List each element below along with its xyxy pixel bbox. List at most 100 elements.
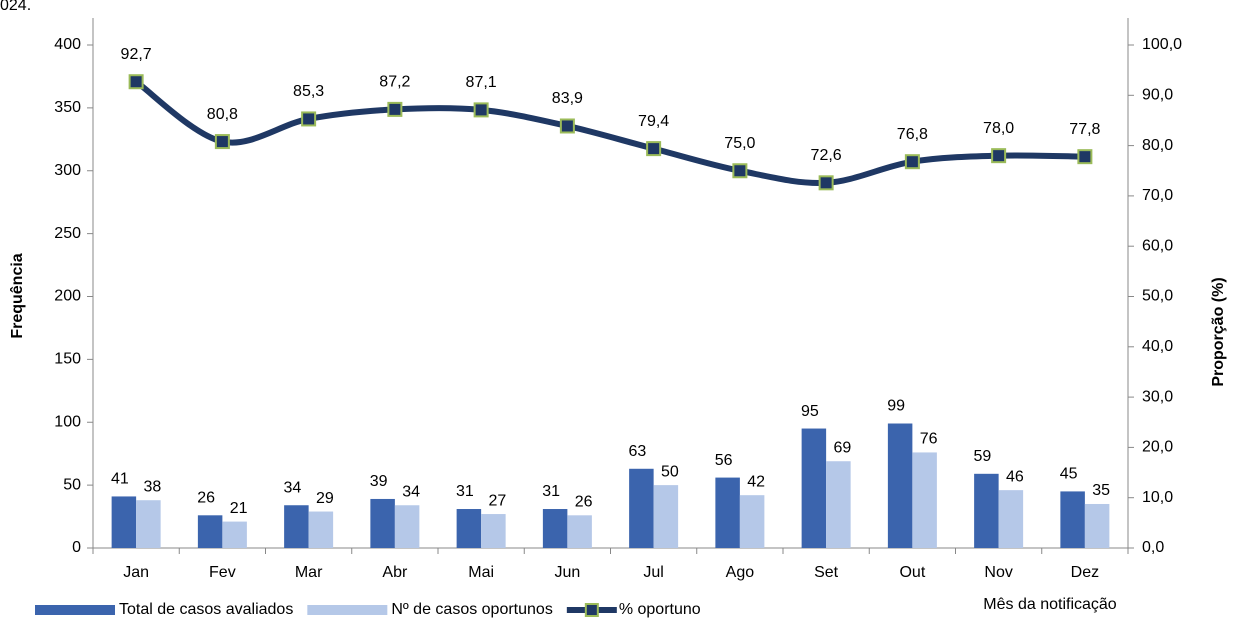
line-marker bbox=[991, 148, 1007, 164]
y-tick-label: 0 bbox=[72, 539, 81, 556]
bar bbox=[370, 498, 395, 548]
y2-tick-label: 20,0 bbox=[1142, 439, 1173, 456]
bar bbox=[739, 495, 765, 548]
bar-value-label: 35 bbox=[1092, 482, 1110, 499]
line-value-label: 85,3 bbox=[293, 83, 324, 100]
line-marker bbox=[128, 74, 144, 90]
x-tick-label: Abr bbox=[382, 564, 408, 581]
bar-value-label: 59 bbox=[973, 448, 991, 465]
y-tick-label: 100 bbox=[54, 413, 81, 430]
line-marker bbox=[214, 134, 230, 150]
bar bbox=[456, 509, 482, 548]
y-tick-label: 50 bbox=[63, 476, 81, 493]
bar bbox=[826, 461, 851, 548]
line-value-label: 78,0 bbox=[983, 120, 1014, 137]
y-tick-label: 200 bbox=[54, 288, 81, 305]
bar-value-label: 56 bbox=[715, 452, 733, 469]
bar bbox=[912, 452, 937, 548]
bar bbox=[308, 511, 334, 548]
y-tick-label: 250 bbox=[54, 225, 81, 242]
line-marker bbox=[818, 175, 834, 191]
x-tick-label: Set bbox=[814, 564, 839, 581]
x-tick-label: Jun bbox=[554, 564, 580, 581]
bar-value-label: 26 bbox=[575, 494, 593, 511]
line-value-label: 87,2 bbox=[379, 74, 410, 91]
x-tick-label: Fev bbox=[209, 564, 236, 581]
line-value-label: 83,9 bbox=[552, 90, 583, 107]
bar-value-label: 45 bbox=[1060, 466, 1078, 483]
y2-tick-label: 50,0 bbox=[1142, 288, 1173, 305]
y-tick-label: 400 bbox=[54, 36, 81, 53]
y-tick-label: 150 bbox=[54, 351, 81, 368]
bar-value-label: 95 bbox=[801, 403, 819, 420]
y2-axis-label: Proporção (%) bbox=[1210, 277, 1227, 386]
bar-value-label: 76 bbox=[920, 431, 938, 448]
legend-marker bbox=[584, 603, 599, 617]
bar-value-label: 46 bbox=[1006, 468, 1024, 485]
bar bbox=[222, 521, 247, 548]
y-tick-label: 300 bbox=[54, 162, 81, 179]
line-marker bbox=[1077, 149, 1093, 165]
bar-value-label: 34 bbox=[402, 483, 420, 500]
bar bbox=[394, 505, 420, 548]
bar-value-label: 38 bbox=[143, 478, 161, 495]
bar-value-label: 63 bbox=[628, 443, 646, 460]
y2-tick-label: 80,0 bbox=[1142, 137, 1173, 154]
bar bbox=[567, 515, 592, 548]
y-axis-label: Frequência bbox=[9, 253, 26, 338]
bar-value-label: 26 bbox=[197, 490, 215, 507]
bar-value-label: 34 bbox=[283, 479, 301, 496]
line bbox=[134, 79, 1085, 187]
line-value-label: 76,8 bbox=[897, 126, 928, 143]
bar bbox=[136, 500, 161, 548]
y2-tick-label: 10,0 bbox=[1142, 489, 1173, 506]
bar bbox=[111, 496, 137, 548]
line-marker bbox=[301, 111, 317, 127]
x-tick-label: Out bbox=[899, 564, 925, 581]
legend-label: % oportuno bbox=[619, 601, 701, 618]
bar-value-label: 99 bbox=[887, 398, 905, 415]
line-value-label: 80,8 bbox=[207, 106, 238, 123]
bar bbox=[715, 477, 740, 548]
bar bbox=[542, 509, 568, 548]
y2-tick-label: 60,0 bbox=[1142, 237, 1173, 254]
bar bbox=[653, 485, 679, 548]
y-tick-label: 350 bbox=[54, 99, 81, 116]
bar bbox=[197, 515, 223, 548]
x-tick-label: Jul bbox=[643, 564, 663, 581]
bar bbox=[974, 473, 999, 548]
bar bbox=[1084, 503, 1110, 548]
bar bbox=[998, 490, 1024, 548]
line-marker bbox=[904, 154, 920, 170]
y2-tick-label: 30,0 bbox=[1142, 388, 1173, 405]
bar bbox=[1060, 491, 1085, 548]
line-marker bbox=[559, 118, 575, 134]
y2-tick-label: 0,0 bbox=[1142, 539, 1164, 556]
x-axis-label: Mês da notificação bbox=[983, 596, 1117, 613]
x-tick-label: Mar bbox=[295, 564, 323, 581]
legend-label: Total de casos avaliados bbox=[119, 601, 293, 618]
bar bbox=[629, 468, 654, 548]
x-tick-label: Mai bbox=[468, 564, 494, 581]
x-tick-label: Dez bbox=[1071, 564, 1099, 581]
line-value-label: 75,0 bbox=[724, 135, 755, 152]
y2-tick-label: 90,0 bbox=[1142, 87, 1173, 104]
x-tick-label: Ago bbox=[726, 564, 755, 581]
bar-value-label: 39 bbox=[370, 473, 388, 490]
bar bbox=[481, 514, 506, 548]
legend-label: Nº de casos oportunos bbox=[391, 601, 553, 618]
bar bbox=[284, 505, 309, 548]
bar-value-label: 50 bbox=[661, 463, 679, 480]
line-value-label: 87,1 bbox=[466, 74, 497, 91]
y2-tick-label: 70,0 bbox=[1142, 187, 1173, 204]
bar bbox=[887, 423, 913, 548]
y2-tick-label: 40,0 bbox=[1142, 338, 1173, 355]
legend-swatch bbox=[307, 605, 388, 615]
bar-value-label: 29 bbox=[316, 490, 334, 507]
bar-value-label: 42 bbox=[747, 473, 765, 490]
bar-value-label: 31 bbox=[542, 483, 560, 500]
line-marker bbox=[387, 101, 403, 117]
bar bbox=[801, 428, 827, 548]
line-marker bbox=[646, 141, 662, 157]
